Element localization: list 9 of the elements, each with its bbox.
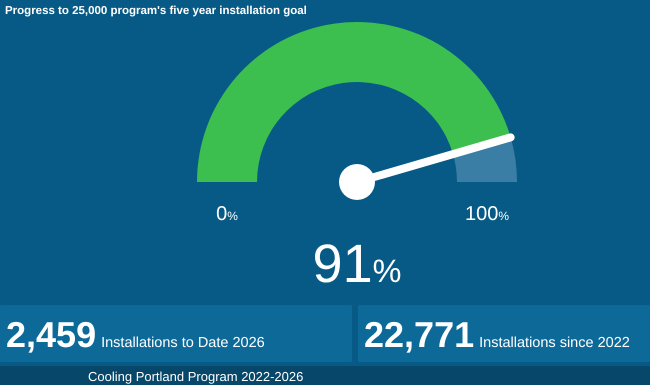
text: 91% <box>312 234 402 294</box>
text: Cooling Portland Program 2022-2026 <box>88 369 304 384</box>
text: 2,459 <box>6 314 96 355</box>
text: 100% <box>464 203 510 225</box>
text: Installations to Date 2026 <box>101 335 265 351</box>
text: Installations since 2022 <box>479 335 630 351</box>
text: 22,771 <box>364 314 474 355</box>
chart-title: Progress to 25,000 program's five year installation goal <box>5 5 307 17</box>
text: 0% <box>216 203 238 225</box>
